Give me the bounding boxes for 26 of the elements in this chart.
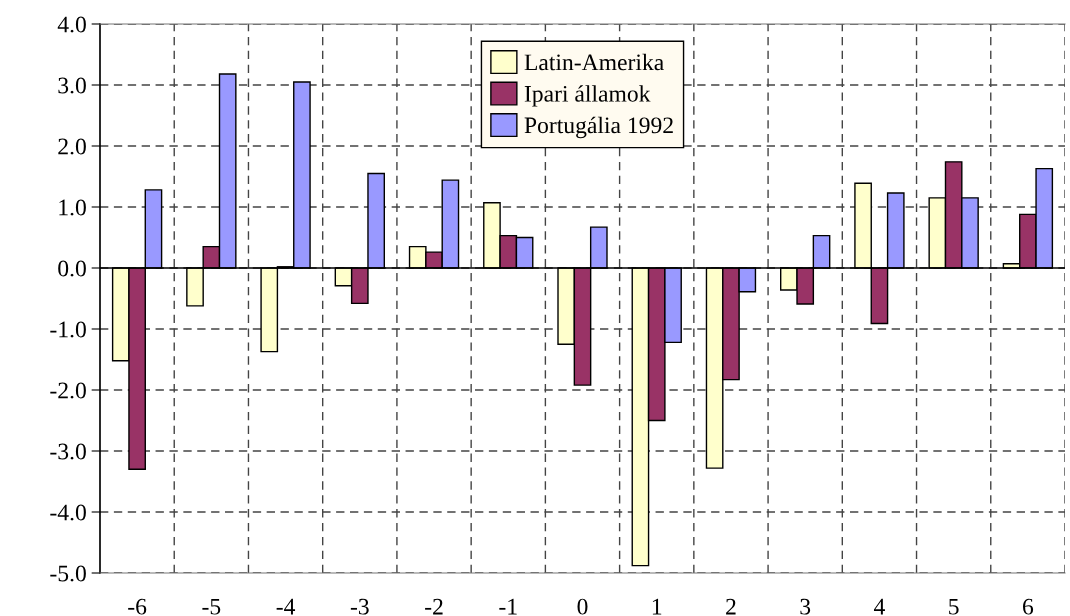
x-tick-label: 2 <box>726 598 736 615</box>
x-tick-label: -1 <box>499 598 517 615</box>
legend-label: Portugália 1992 <box>524 116 673 139</box>
y-tick-label: 1.0 <box>59 199 86 216</box>
y-tick-label: 0.0 <box>58 260 86 277</box>
x-tick-label: 5 <box>949 598 959 615</box>
x-tick-label: -4 <box>276 598 296 615</box>
x-tick-label: -3 <box>350 598 369 615</box>
y-tick-label: 2.0 <box>58 138 86 155</box>
x-tick-label: -6 <box>128 598 147 615</box>
y-tick-label: 4.0 <box>57 16 86 33</box>
x-tick-label: 0 <box>577 598 588 615</box>
y-tick-label: -4.0 <box>50 504 86 521</box>
y-tick-label: -3.0 <box>50 443 86 460</box>
x-tick-label: 3 <box>800 598 811 615</box>
y-tick-label: -5.0 <box>50 565 86 582</box>
legend-label: Ipari államok <box>524 85 651 107</box>
x-tick-label: 6 <box>1023 598 1034 615</box>
x-tick-label: 4 <box>873 598 885 615</box>
legend-label: Latin-Amerika <box>524 53 664 71</box>
x-tick-label: 1 <box>652 598 662 615</box>
y-tick-label: 3.0 <box>58 77 86 94</box>
x-tick-label: -2 <box>425 598 443 615</box>
y-tick-label: -1.0 <box>50 321 86 338</box>
x-tick-label: -5 <box>202 598 221 615</box>
y-tick-label: -2.0 <box>50 382 86 399</box>
